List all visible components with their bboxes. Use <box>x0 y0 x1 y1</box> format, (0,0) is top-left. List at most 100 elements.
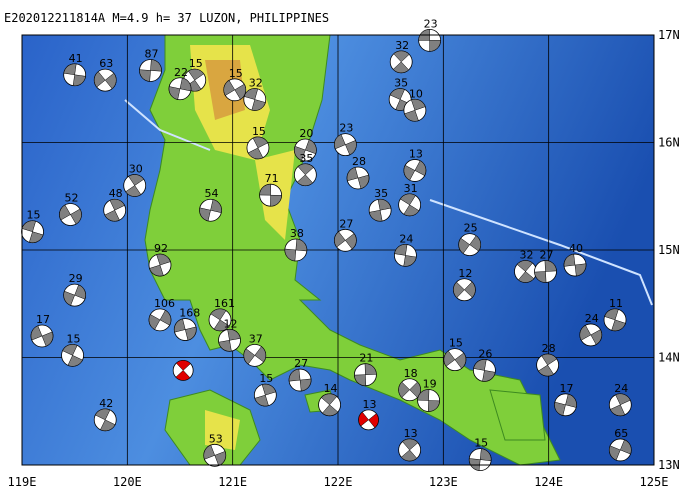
compression-quadrant <box>94 408 116 432</box>
compression-quadrant <box>394 244 417 267</box>
trench-line <box>429 199 653 306</box>
depth-label: 32 <box>519 249 533 262</box>
focal-mechanism <box>398 378 422 402</box>
depth-label: 168 <box>179 307 200 320</box>
focal-mechanism <box>148 253 172 277</box>
depth-label: 13 <box>404 427 418 440</box>
focal-mechanism <box>288 368 312 392</box>
compression-quadrant <box>579 324 602 345</box>
compression-quadrant <box>175 360 191 381</box>
focal-mechanism <box>608 438 632 462</box>
focal-mechanism <box>353 363 377 387</box>
lon-tick-label: 124E <box>534 475 563 489</box>
focal-mechanism <box>139 59 162 82</box>
lon-tick-label: 122E <box>324 475 353 489</box>
focal-mechanism <box>333 133 357 157</box>
depth-label: 17 <box>36 313 50 326</box>
focal-mechanism <box>554 393 577 417</box>
compression-quadrant <box>399 193 420 217</box>
depth-label: 37 <box>249 332 263 345</box>
compression-quadrant <box>104 198 125 222</box>
focal-mechanism <box>346 166 370 190</box>
depth-label: 65 <box>614 427 628 440</box>
depth-label: 19 <box>423 378 437 391</box>
focal-mechanism <box>148 308 172 332</box>
compression-quadrant <box>148 309 172 330</box>
depth-label: 24 <box>585 312 599 325</box>
depth-label: 31 <box>404 182 418 195</box>
depth-label: 161 <box>214 297 235 310</box>
focal-mechanism <box>223 78 247 102</box>
focal-mechanism <box>394 243 417 267</box>
depth-label: 14 <box>324 382 338 395</box>
compression-quadrant <box>296 163 314 186</box>
compression-quadrant <box>392 50 410 74</box>
focal-mechanism <box>218 328 241 352</box>
focal-mechanism <box>563 253 587 277</box>
focal-mechanism <box>452 278 476 302</box>
focal-mechanism <box>358 409 379 431</box>
compression-quadrant <box>149 253 171 277</box>
focal-mechanism <box>468 448 492 472</box>
compression-quadrant <box>223 80 246 100</box>
focal-mechanism <box>603 308 627 332</box>
compression-quadrant <box>334 231 357 250</box>
focal-mechanism <box>93 408 117 432</box>
depth-label: 27 <box>540 249 554 262</box>
depth-label: 30 <box>129 163 143 176</box>
depth-label: 18 <box>404 367 418 380</box>
depth-label: 15 <box>259 372 273 385</box>
focal-mechanism <box>403 159 427 182</box>
compression-quadrant <box>473 359 496 382</box>
focal-mechanism <box>417 389 440 412</box>
compression-quadrant <box>63 63 86 87</box>
title: E202012211814A M=4.9 h= 37 LUZON, PHILIP… <box>4 11 329 25</box>
focal-mechanism <box>418 28 442 52</box>
depth-label: 22 <box>174 66 188 79</box>
lat-tick-label: 16N <box>658 136 680 150</box>
depth-label: 54 <box>205 187 219 200</box>
compression-quadrant <box>288 368 312 392</box>
compression-quadrant <box>259 183 282 207</box>
depth-label: 35 <box>299 152 313 165</box>
focal-mechanism <box>579 323 603 347</box>
depth-label: 32 <box>249 77 263 90</box>
focal-mechanism <box>243 88 267 111</box>
compression-quadrant <box>358 411 379 428</box>
compression-quadrant <box>563 253 587 277</box>
depth-label: 32 <box>395 39 409 52</box>
depth-label: 15 <box>229 67 243 80</box>
compression-quadrant <box>443 350 467 369</box>
depth-label: 41 <box>69 52 83 65</box>
depth-label: 12 <box>458 267 472 280</box>
compression-quadrant <box>334 134 357 156</box>
focal-mechanism <box>59 203 82 226</box>
lat-tick-label: 14N <box>658 351 680 365</box>
focal-mechanism <box>443 348 467 372</box>
compression-quadrant <box>93 71 117 90</box>
compression-quadrant <box>534 260 557 283</box>
compression-quadrant <box>125 174 145 197</box>
focal-mechanism <box>368 198 392 222</box>
compression-quadrant <box>174 318 197 341</box>
focal-mechanism <box>61 343 84 367</box>
compression-quadrant <box>254 383 277 407</box>
compression-quadrant <box>210 308 230 332</box>
depth-label: 20 <box>299 127 313 140</box>
compression-quadrant <box>369 198 392 222</box>
lat-tick-label: 13N <box>658 458 680 472</box>
focal-mechanism <box>173 318 197 341</box>
compression-quadrant <box>604 308 626 332</box>
focal-mechanism <box>473 358 496 382</box>
compression-quadrant <box>30 325 54 347</box>
focal-mechanism <box>534 260 557 283</box>
compression-quadrant <box>554 393 577 416</box>
focal-mechanism <box>203 443 227 467</box>
depth-label: 28 <box>352 155 366 168</box>
compression-quadrant <box>139 59 162 82</box>
depth-label: 48 <box>109 187 123 200</box>
depth-label: 27 <box>339 217 353 230</box>
depth-label: 87 <box>145 47 159 60</box>
lon-tick-label: 125E <box>640 475 669 489</box>
depth-label: 28 <box>542 342 556 355</box>
